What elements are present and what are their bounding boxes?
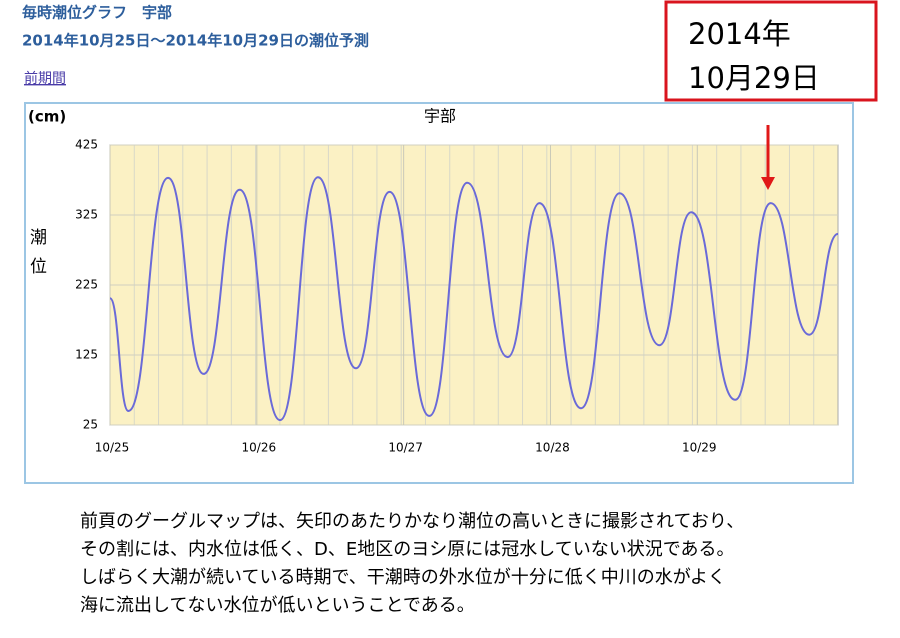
chart-title: 宇部 <box>424 107 456 126</box>
y-axis-label: 潮位 <box>26 228 47 286</box>
y-tick-label: 225 <box>75 278 98 292</box>
y-unit: (cm) <box>28 108 66 126</box>
body-line: 前頁のグーグルマップは、矢印のあたりかなり潮位の高いときに撮影されており、 <box>80 511 744 532</box>
y-tick-label: 325 <box>75 208 98 222</box>
x-tick-label: 10/27 <box>388 441 423 455</box>
chart: 25 125 225 325 425 10/25 10/26 10/27 10/28 10/29 <box>75 138 839 455</box>
page-subtitle: 2014年10月25日～2014年10月29日の潮位予測 <box>22 32 369 50</box>
callout-box <box>664 0 878 102</box>
x-tick-label: 10/26 <box>242 441 277 455</box>
callout-line: 2014年 <box>688 17 791 51</box>
callout-line: 10月29日 <box>688 61 820 95</box>
x-tick-label: 10/25 <box>95 441 130 455</box>
x-tick-label: 10/28 <box>535 441 570 455</box>
x-tick-label: 10/29 <box>682 441 717 455</box>
previous-link[interactable]: 前期間 <box>24 70 66 87</box>
body-line: しばらく大潮が続いている時期で、干潮時の外水位が十分に低く中川の水がよく <box>80 567 726 588</box>
y-tick-label: 25 <box>83 418 98 432</box>
body-line: その割には、内水位は低く、D、E地区のヨシ原には冠水していない状況である。 <box>80 539 735 560</box>
y-tick-label: 425 <box>75 138 98 152</box>
arrow-head <box>761 177 775 190</box>
page-title: 毎時潮位グラフ 宇部 <box>22 4 172 22</box>
body-line: 海に流出してない水位が低いということである。 <box>80 595 475 616</box>
tide-line <box>109 176 839 422</box>
y-tick-label: 125 <box>75 348 98 362</box>
